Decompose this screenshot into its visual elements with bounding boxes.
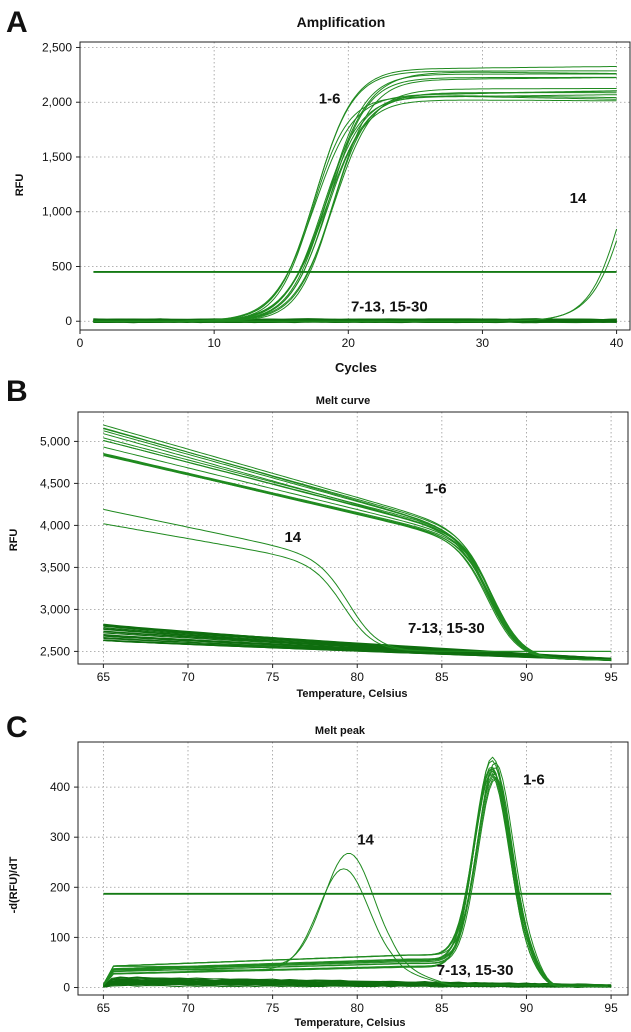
panel-c-curves xyxy=(102,756,612,988)
sample-14-curve xyxy=(103,508,612,652)
y-tick-label: 3,000 xyxy=(40,602,70,616)
y-tick-label: 3,500 xyxy=(40,560,70,574)
panel-a: A Amplification RFU Cycles 0 10 20 30 40 0 500… xyxy=(6,6,631,375)
y-tick-label: 400 xyxy=(50,780,70,794)
y-tick-label: 1,500 xyxy=(42,150,72,164)
plot-frame xyxy=(79,41,631,331)
y-tick-label: 0 xyxy=(63,980,70,994)
y-tick-label: 300 xyxy=(50,830,70,844)
negative-sample-curve xyxy=(103,624,612,660)
panel-b-title: Melt curve xyxy=(316,395,370,407)
panel-c: C Melt peak -d(RFU)/dT Temperature, Cels… xyxy=(6,711,629,1029)
sample-14-curve xyxy=(102,853,608,986)
curve-group-label: 7-13, 15-30 xyxy=(437,962,514,979)
panel-a-x-axis-label: Cycles xyxy=(335,360,377,375)
x-tick-label: 90 xyxy=(520,670,534,684)
x-tick-label: 65 xyxy=(97,670,111,684)
curve-group-label: 14 xyxy=(284,529,301,546)
panel-b: B Melt curve RFU Temperature, Celsius 65… xyxy=(6,375,629,700)
x-tick-label: 70 xyxy=(181,1001,195,1015)
curve-group-label: 1-6 xyxy=(425,480,447,497)
positive-sample-curve xyxy=(93,73,617,322)
plot-frame xyxy=(77,411,629,665)
x-tick-label: 95 xyxy=(604,1001,618,1015)
panel-b-plot: 65 70 75 80 85 90 95 2,500 3,000 3,500 4,000 4,500 5… xyxy=(40,411,629,684)
positive-sample-curve xyxy=(103,768,608,987)
y-tick-label: 1,000 xyxy=(42,205,72,219)
y-tick-label: 2,000 xyxy=(42,95,72,109)
y-tick-label: 200 xyxy=(50,880,70,894)
x-tick-label: 65 xyxy=(97,1001,111,1015)
sample-14-curve xyxy=(93,240,618,322)
x-tick-label: 20 xyxy=(342,336,356,350)
x-tick-label: 30 xyxy=(476,336,490,350)
panel-a-curves xyxy=(93,66,618,324)
y-tick-label: 5,000 xyxy=(40,434,70,448)
positive-sample-curve xyxy=(103,430,612,661)
panel-b-letter: B xyxy=(6,375,28,408)
positive-sample-curve xyxy=(93,71,617,322)
positive-sample-curve xyxy=(102,766,608,987)
negative-sample-curve xyxy=(93,321,617,324)
x-tick-label: 90 xyxy=(520,1001,534,1015)
y-tick-label: 500 xyxy=(52,259,72,273)
x-tick-label: 10 xyxy=(207,336,221,350)
x-tick-label: 85 xyxy=(435,670,449,684)
y-tick-label: 2,500 xyxy=(40,644,70,658)
panel-b-curves xyxy=(103,424,612,662)
panel-a-plot: 0 10 20 30 40 0 500 1,000 1,500 2,000 2,500 1-6 14 7-… xyxy=(42,40,631,350)
y-tick-label: 0 xyxy=(65,314,72,328)
panel-a-letter: A xyxy=(6,6,28,39)
x-tick-label: 75 xyxy=(266,670,280,684)
curve-group-label: 1-6 xyxy=(319,90,341,107)
positive-sample-curve xyxy=(103,428,612,661)
positive-sample-curve xyxy=(103,453,612,661)
negative-sample-curve xyxy=(103,639,612,661)
x-tick-label: 0 xyxy=(77,336,84,350)
positive-sample-curve xyxy=(93,66,617,322)
panel-c-plot: 65 70 75 80 85 90 95 0 100 200 300 400 1-6 14 7-13, 15… xyxy=(50,741,629,1015)
x-tick-label: 85 xyxy=(435,1001,449,1015)
panel-b-x-axis-label: Temperature, Celsius xyxy=(296,688,407,700)
positive-sample-curve xyxy=(93,88,617,322)
curve-group-label: 14 xyxy=(357,832,374,849)
panel-c-title: Melt peak xyxy=(315,725,366,737)
curve-group-label: 1-6 xyxy=(523,772,545,789)
y-tick-label: 4,500 xyxy=(40,476,70,490)
x-tick-label: 70 xyxy=(181,670,195,684)
positive-sample-curve xyxy=(103,424,612,661)
positive-sample-curve xyxy=(102,776,608,987)
panel-c-y-axis-label: -d(RFU)/dT xyxy=(8,856,20,913)
plot-frame xyxy=(77,741,629,996)
negative-sample-curve xyxy=(103,635,612,661)
curve-group-label: 7-13, 15-30 xyxy=(351,298,428,315)
negative-sample-curve xyxy=(103,983,612,988)
positive-sample-curve xyxy=(93,94,617,322)
x-tick-label: 95 xyxy=(604,670,618,684)
y-tick-label: 2,500 xyxy=(42,40,72,54)
panel-c-x-axis-label: Temperature, Celsius xyxy=(294,1017,405,1029)
y-tick-label: 4,000 xyxy=(40,518,70,532)
x-tick-label: 75 xyxy=(266,1001,280,1015)
curve-group-label: 7-13, 15-30 xyxy=(408,620,485,637)
positive-sample-curve xyxy=(93,70,617,322)
panel-a-y-axis-label: RFU xyxy=(14,174,26,197)
panel-b-y-axis-label: RFU xyxy=(8,529,20,552)
y-tick-label: 100 xyxy=(50,930,70,944)
negative-sample-curve xyxy=(103,625,612,662)
x-tick-label: 80 xyxy=(351,670,365,684)
curve-group-label: 14 xyxy=(570,190,587,207)
x-tick-label: 40 xyxy=(610,336,624,350)
x-tick-label: 80 xyxy=(351,1001,365,1015)
panel-c-letter: C xyxy=(6,711,28,744)
panel-a-title: Amplification xyxy=(297,14,386,30)
